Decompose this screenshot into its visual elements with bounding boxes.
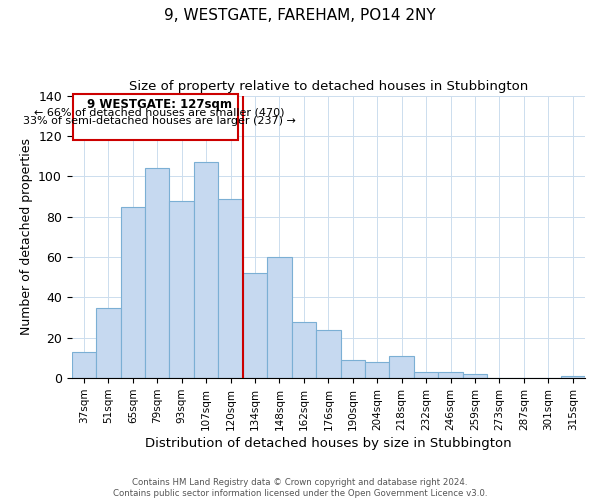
Bar bbox=[439, 372, 463, 378]
Bar bbox=[292, 322, 316, 378]
Bar bbox=[121, 206, 145, 378]
Text: Contains HM Land Registry data © Crown copyright and database right 2024.
Contai: Contains HM Land Registry data © Crown c… bbox=[113, 478, 487, 498]
Text: 9 WESTGATE: 127sqm: 9 WESTGATE: 127sqm bbox=[87, 98, 232, 110]
Text: ← 66% of detached houses are smaller (470): ← 66% of detached houses are smaller (47… bbox=[34, 108, 285, 118]
Bar bbox=[169, 200, 194, 378]
Text: 33% of semi-detached houses are larger (237) →: 33% of semi-detached houses are larger (… bbox=[23, 116, 296, 126]
Bar bbox=[218, 198, 243, 378]
Bar bbox=[267, 257, 292, 378]
Bar bbox=[73, 94, 238, 140]
Bar bbox=[72, 352, 96, 378]
Bar bbox=[414, 372, 439, 378]
Y-axis label: Number of detached properties: Number of detached properties bbox=[20, 138, 32, 336]
Bar bbox=[560, 376, 585, 378]
Bar bbox=[145, 168, 169, 378]
Title: Size of property relative to detached houses in Stubbington: Size of property relative to detached ho… bbox=[129, 80, 528, 93]
Bar bbox=[365, 362, 389, 378]
Text: 9, WESTGATE, FAREHAM, PO14 2NY: 9, WESTGATE, FAREHAM, PO14 2NY bbox=[164, 8, 436, 22]
Bar bbox=[463, 374, 487, 378]
X-axis label: Distribution of detached houses by size in Stubbington: Distribution of detached houses by size … bbox=[145, 437, 512, 450]
Bar bbox=[96, 308, 121, 378]
Bar bbox=[389, 356, 414, 378]
Bar bbox=[316, 330, 341, 378]
Bar bbox=[341, 360, 365, 378]
Bar bbox=[194, 162, 218, 378]
Bar bbox=[243, 273, 267, 378]
